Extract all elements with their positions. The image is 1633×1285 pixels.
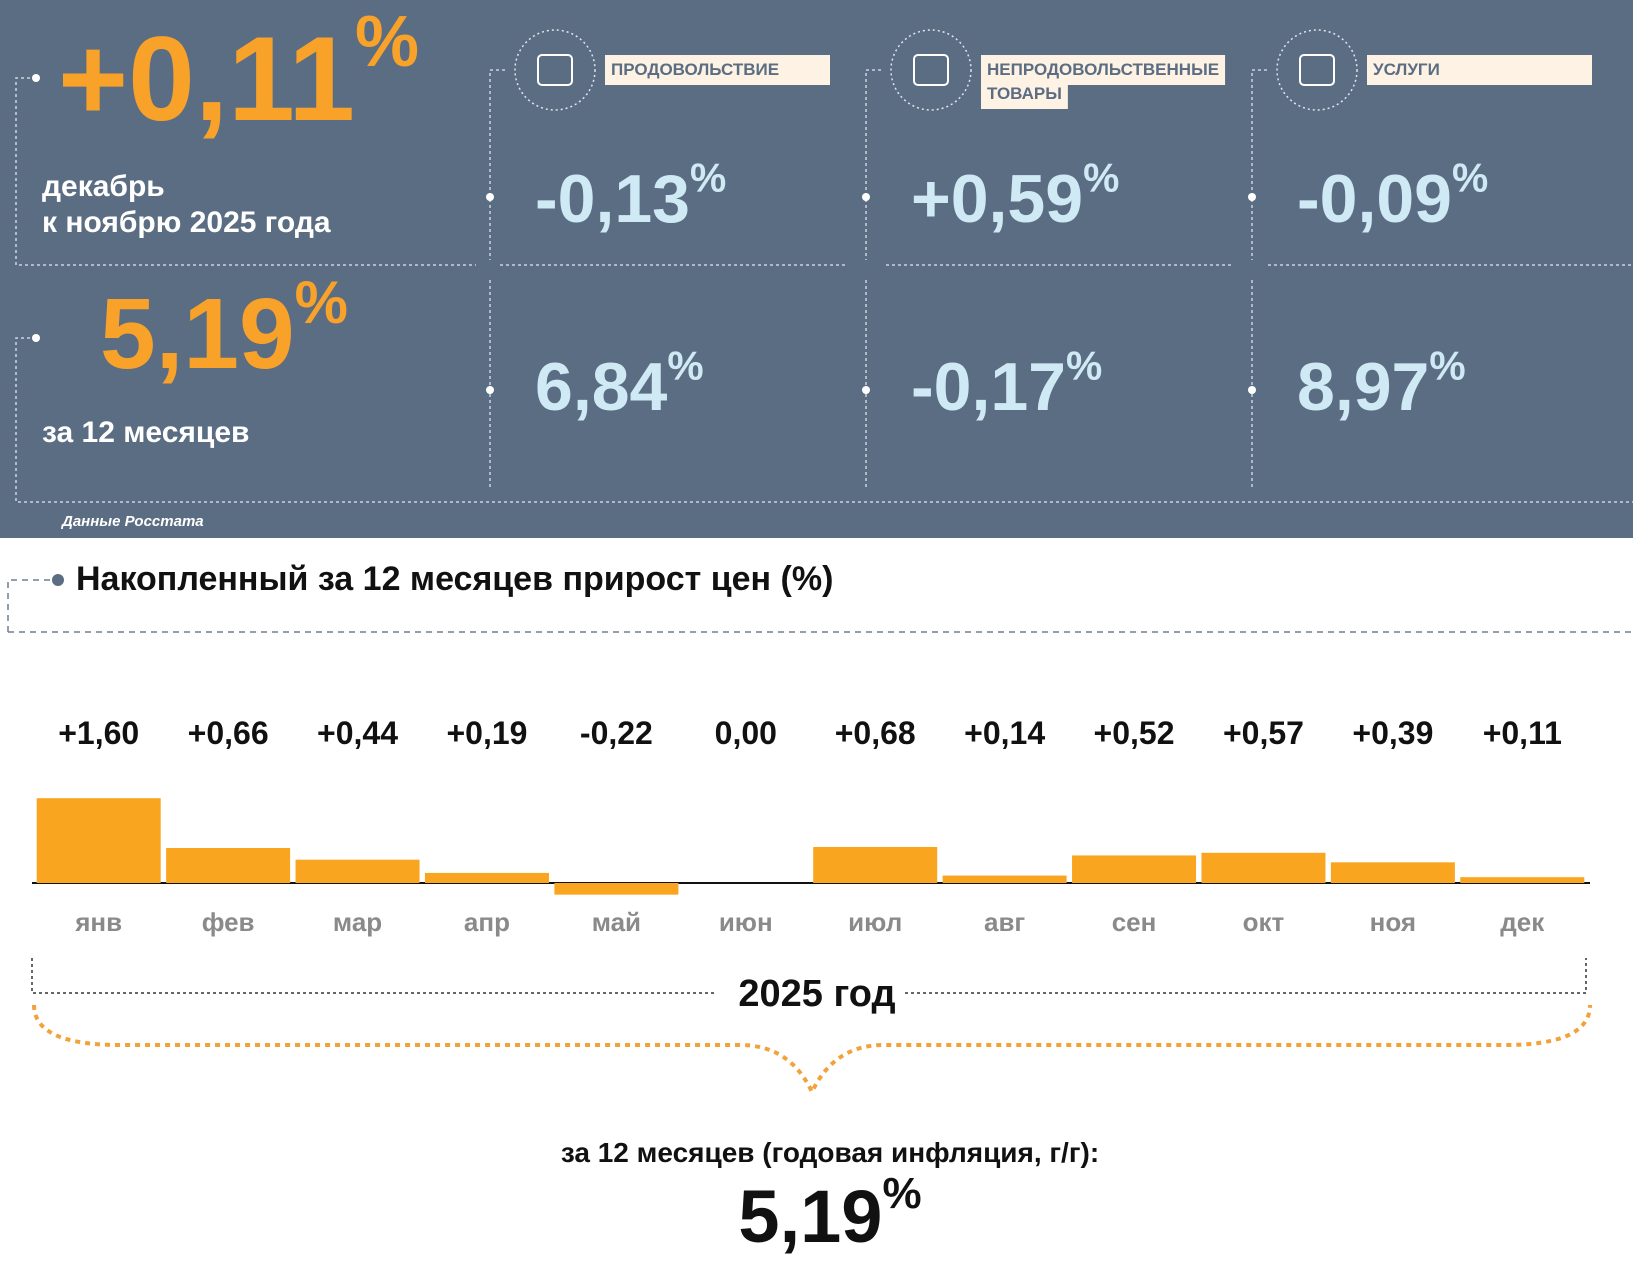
annual-headline-unit: % — [295, 269, 348, 336]
x-tick-label: дек — [1500, 907, 1545, 937]
monthly-headline: +0,11% — [58, 2, 419, 146]
x-tick-label: апр — [464, 907, 510, 937]
chart-title: Накопленный за 12 месяцев прирост цен (%… — [76, 560, 833, 598]
x-tick-label: окт — [1243, 907, 1285, 937]
monthly-headline-number: +0,11 — [58, 12, 355, 146]
bar — [1072, 855, 1197, 883]
value-label: +0,52 — [1094, 715, 1175, 751]
summary-unit: % — [882, 1169, 921, 1218]
panel-frame — [15, 69, 1633, 503]
x-tick-label: май — [592, 907, 641, 937]
summary-caption: за 12 месяцев (годовая инфляция, г/г): — [561, 1137, 1099, 1168]
bar — [424, 872, 549, 883]
group-label-box — [605, 55, 830, 85]
group-label-box — [1367, 55, 1592, 85]
bar — [942, 875, 1067, 883]
group-monthly-unit: % — [1083, 154, 1119, 200]
monthly-caption: к ноябрю 2025 года — [42, 206, 331, 239]
dot — [486, 386, 494, 394]
title-frame — [7, 579, 1633, 633]
monthly-headline-unit: % — [355, 2, 419, 82]
x-tick-label: сен — [1112, 907, 1157, 937]
x-tick-label: мар — [333, 907, 382, 937]
group-icon-glyph — [913, 54, 949, 86]
summary-number: 5,19 — [738, 1175, 882, 1258]
brace — [32, 1004, 1592, 1097]
group-icon-glyph — [537, 54, 573, 86]
group-label: ТОВАРЫ — [987, 84, 1062, 103]
group-icon-glyph — [1299, 54, 1335, 86]
value-label: +0,68 — [835, 715, 916, 751]
x-axis-label: 2025 год — [738, 973, 895, 1015]
value-label: +0,57 — [1223, 715, 1304, 751]
value-label: +1,60 — [58, 715, 139, 751]
group-monthly: -0,09% — [1297, 154, 1488, 237]
value-label: 0,00 — [715, 715, 777, 751]
group-label: НЕПРОДОВОЛЬСТВЕННЫЕ — [987, 60, 1219, 79]
group-label: УСЛУГИ — [1373, 60, 1440, 79]
year-bracket — [31, 958, 1587, 994]
bar — [1201, 852, 1326, 883]
group-monthly-number: -0,13 — [535, 161, 690, 237]
dot — [1248, 386, 1256, 394]
group-annual-number: 6,84 — [535, 349, 668, 425]
group-monthly-number: +0,59 — [911, 161, 1083, 237]
group-annual-unit: % — [1066, 342, 1102, 388]
bar — [295, 859, 420, 883]
annual-headline: 5,19% — [100, 269, 348, 390]
x-tick-label: июн — [719, 907, 773, 937]
bar — [166, 848, 291, 883]
group-icon — [1276, 29, 1358, 111]
value-label: +0,66 — [188, 715, 269, 751]
value-label: +0,39 — [1352, 715, 1433, 751]
dot — [486, 193, 494, 201]
annual-headline-number: 5,19 — [100, 278, 295, 390]
x-tick-label: авг — [984, 907, 1025, 937]
group-monthly-unit: % — [690, 154, 726, 200]
group-annual: 8,97% — [1297, 342, 1466, 425]
x-tick-label: янв — [74, 907, 122, 937]
dot — [1248, 193, 1256, 201]
value-label: +0,14 — [964, 715, 1045, 751]
group-monthly-number: -0,09 — [1297, 161, 1452, 237]
bar — [36, 798, 161, 883]
group-label: ПРОДОВОЛЬСТВИЕ — [611, 60, 779, 79]
group-icon — [514, 29, 596, 111]
dot — [862, 386, 870, 394]
group-monthly: -0,13% — [535, 154, 726, 237]
group-annual-unit: % — [1429, 342, 1465, 388]
x-tick-label: фев — [202, 907, 255, 937]
group-annual-number: 8,97 — [1297, 349, 1429, 425]
value-label: +0,19 — [446, 715, 527, 751]
group-annual: 6,84% — [535, 342, 704, 425]
group-annual-unit: % — [667, 342, 703, 388]
value-label: +0,11 — [1483, 715, 1562, 751]
source-note: Данные Росстата — [60, 513, 204, 530]
panel-background — [0, 0, 1633, 538]
bar — [1460, 877, 1585, 883]
monthly-caption: декабрь — [42, 170, 165, 203]
bar — [813, 846, 938, 883]
bar — [1330, 862, 1455, 883]
x-tick-label: июл — [848, 907, 902, 937]
x-tick-label: ноя — [1370, 907, 1416, 937]
group-label-box — [981, 79, 1068, 109]
bar — [554, 883, 679, 895]
group-icon — [890, 29, 972, 111]
group-annual: -0,17% — [911, 342, 1102, 425]
group-monthly: +0,59% — [911, 154, 1119, 237]
value-label: -0,22 — [580, 715, 653, 751]
summary-value: 5,19% — [738, 1169, 921, 1258]
value-label: +0,44 — [317, 715, 398, 751]
dot — [862, 193, 870, 201]
group-annual-number: -0,17 — [911, 349, 1066, 425]
group-monthly-unit: % — [1452, 154, 1488, 200]
title-dot — [52, 574, 64, 586]
annual-caption: за 12 месяцев — [42, 416, 249, 449]
